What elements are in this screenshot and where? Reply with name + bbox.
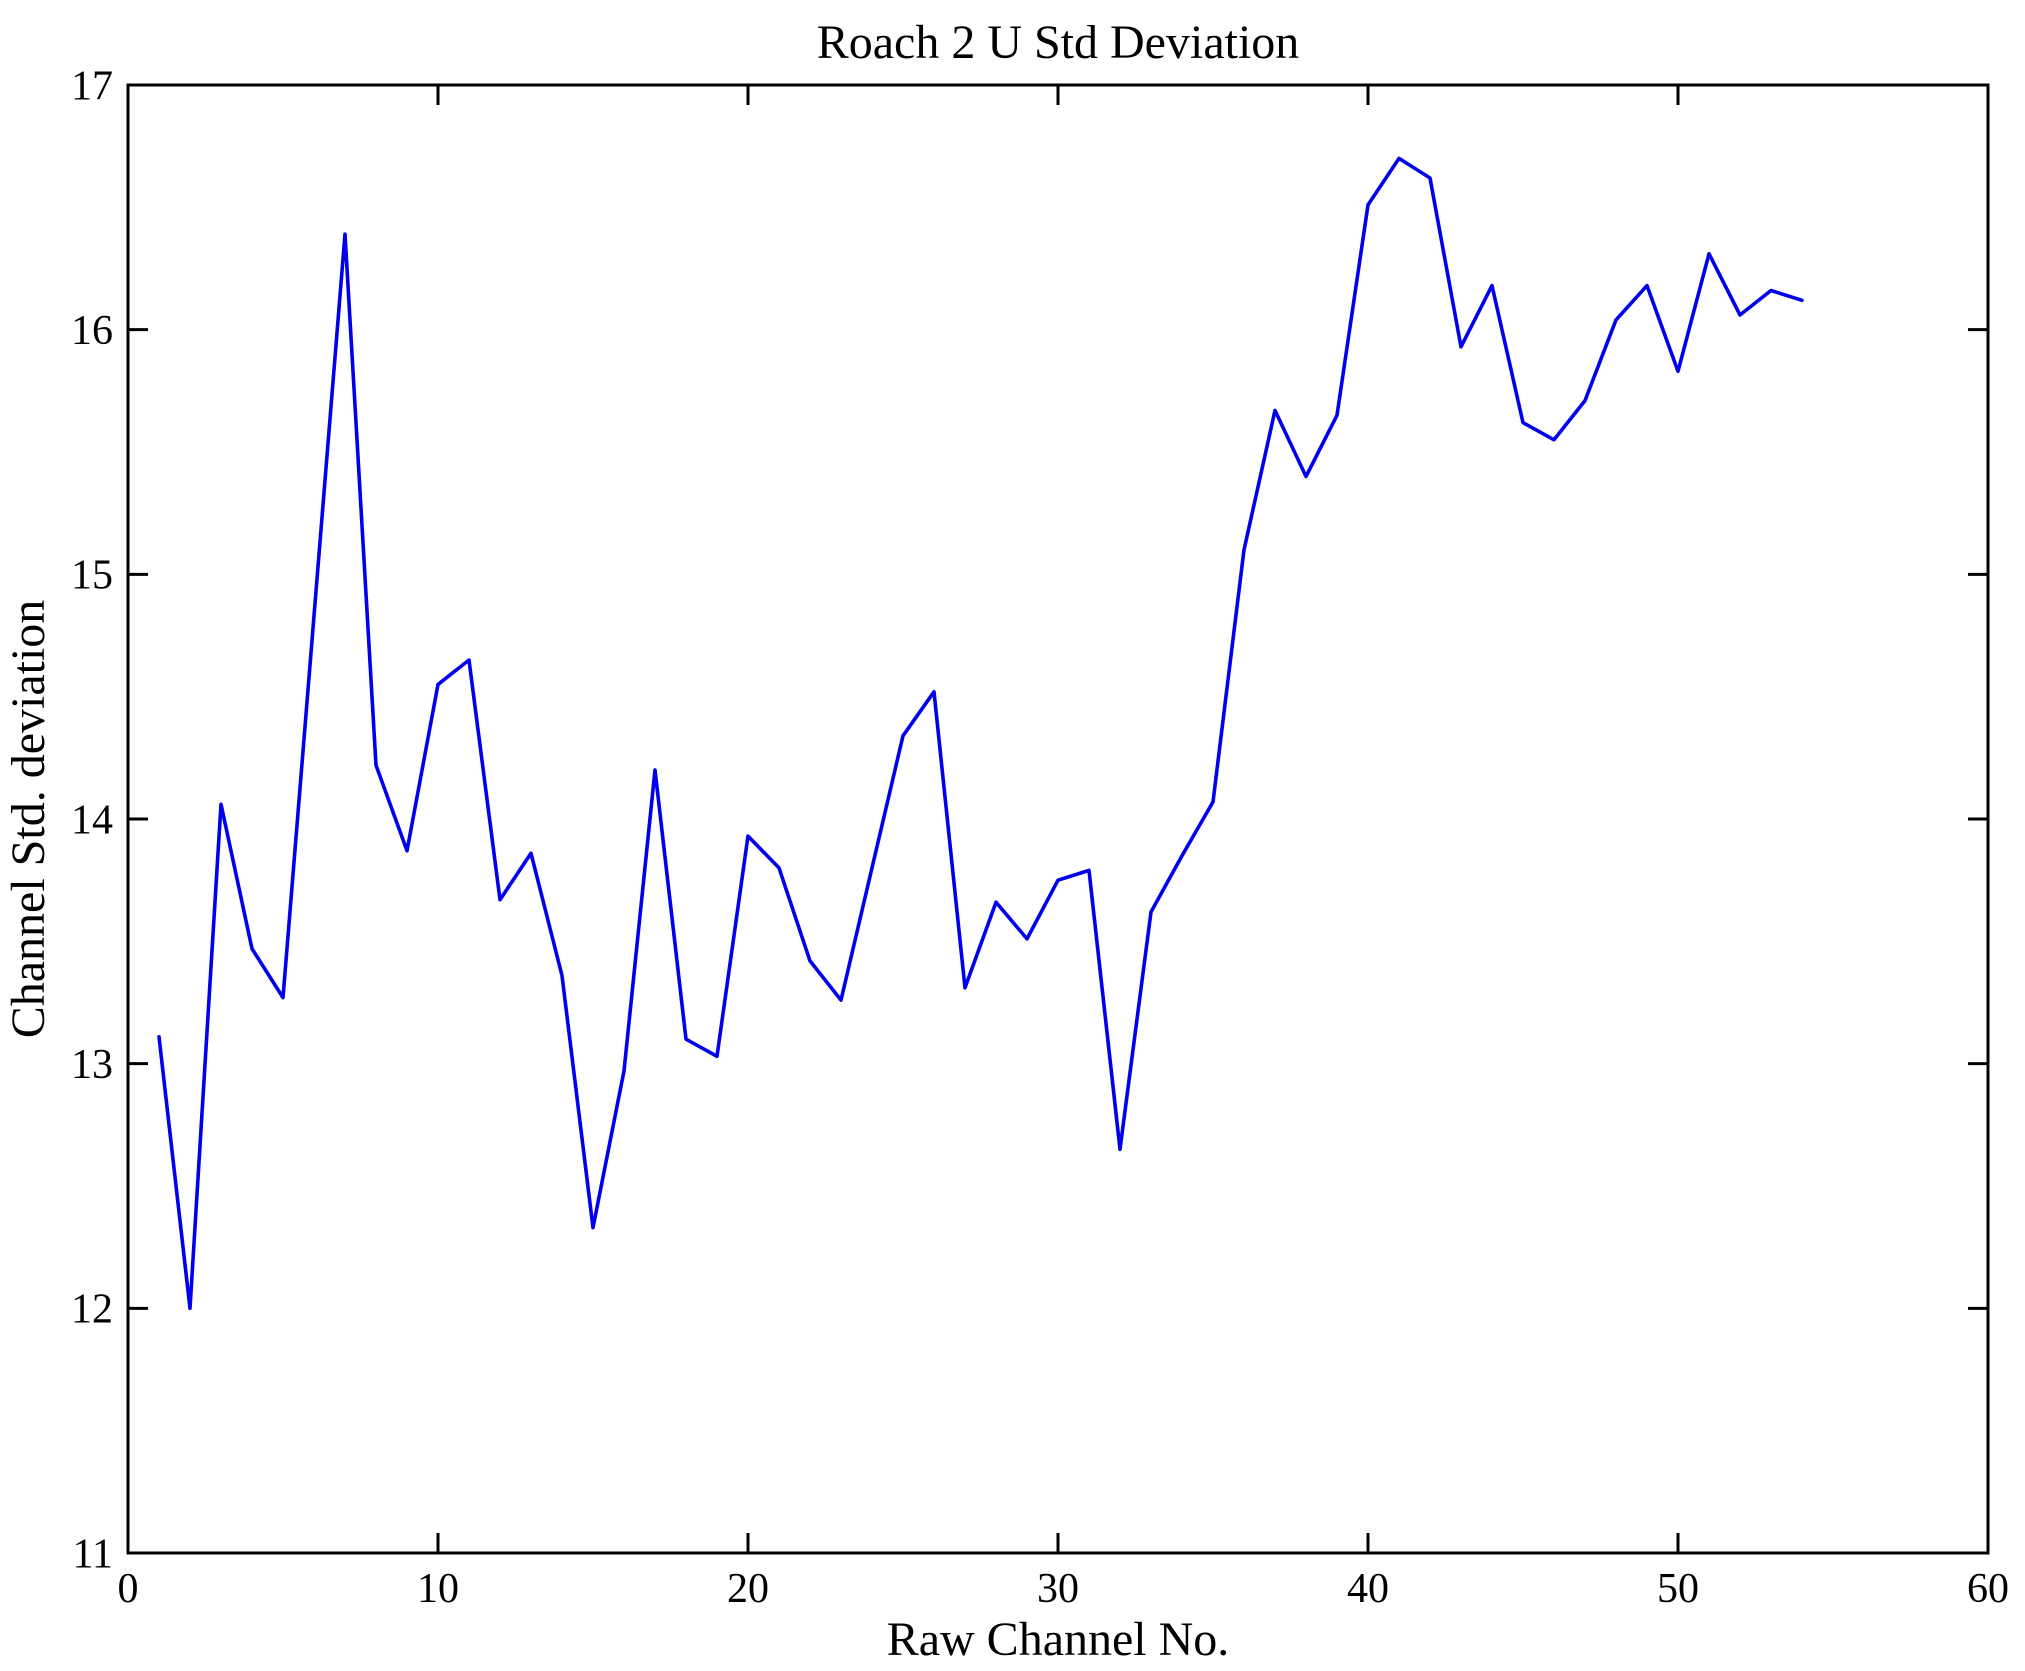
y-axis-label: Channel Std. deviation (2, 600, 55, 1039)
x-tick-label: 20 (727, 1566, 769, 1612)
x-tick-label: 30 (1037, 1566, 1079, 1612)
axis-ticks (126, 83, 1990, 1555)
x-tick-label: 40 (1347, 1566, 1389, 1612)
x-tick-label: 60 (1967, 1566, 2009, 1612)
x-tick-label: 0 (118, 1566, 139, 1612)
x-axis-label: Raw Channel No. (887, 1613, 1230, 1666)
y-tick-label: 17 (71, 63, 113, 109)
y-tick-label: 11 (73, 1531, 113, 1577)
y-tick-label: 16 (71, 308, 113, 354)
axes-frame (126, 83, 1990, 1555)
data-series-line (157, 156, 1804, 1311)
x-tick-label: 50 (1657, 1566, 1699, 1612)
y-tick-label: 15 (71, 553, 113, 599)
chart-title: Roach 2 U Std Deviation (817, 16, 1300, 69)
axis-tick-labels: 0 10 20 30 40 50 60 11 12 13 14 15 16 17 (71, 63, 2009, 1612)
y-tick-label: 14 (71, 797, 113, 843)
y-tick-label: 13 (71, 1042, 113, 1088)
x-tick-label: 10 (417, 1566, 459, 1612)
y-tick-label: 12 (71, 1287, 113, 1333)
